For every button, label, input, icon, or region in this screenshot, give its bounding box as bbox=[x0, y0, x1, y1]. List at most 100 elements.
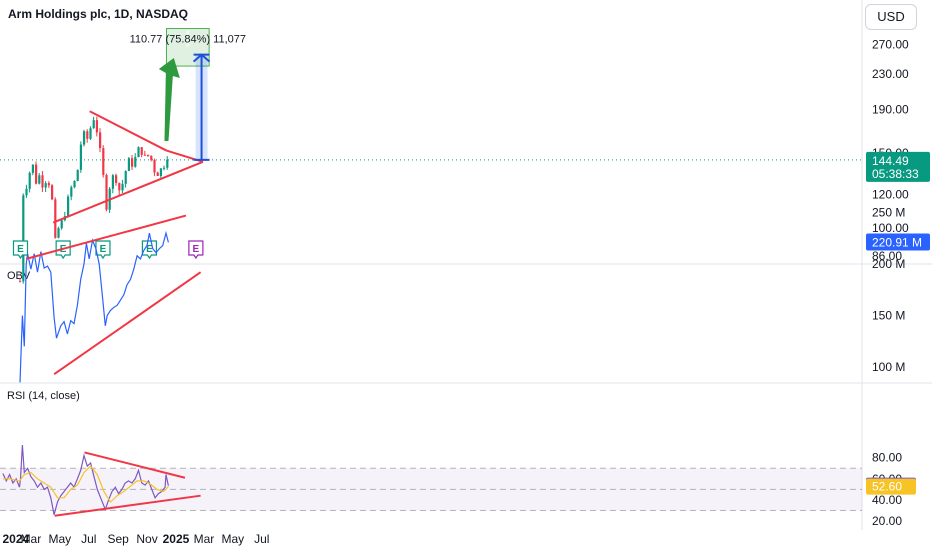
earnings-marker-box bbox=[141, 240, 158, 260]
rsi-trendline bbox=[84, 451, 186, 479]
earnings-marker[interactable]: E bbox=[141, 240, 158, 260]
x-tick-label: Jul bbox=[254, 532, 269, 546]
currency-selector[interactable]: USD bbox=[865, 4, 917, 30]
candle-body bbox=[163, 167, 166, 169]
rsi-trendline bbox=[54, 494, 201, 517]
obv-trendline bbox=[25, 214, 187, 260]
candle-body bbox=[31, 164, 35, 173]
x-tick-label: May bbox=[48, 532, 71, 546]
obv-pane-label: OBV bbox=[7, 270, 31, 282]
rsi-ma-line bbox=[2, 465, 169, 503]
candle-body bbox=[166, 159, 169, 168]
candle-body bbox=[22, 195, 25, 282]
x-tick-label: Nov bbox=[136, 532, 157, 546]
candle-body bbox=[25, 188, 28, 196]
candle-body bbox=[67, 196, 70, 217]
candle-body bbox=[150, 155, 153, 160]
candle-body bbox=[73, 180, 76, 188]
rsi-ma-badge: 52.60 bbox=[866, 478, 916, 495]
price-trendline bbox=[89, 110, 167, 152]
obv-trendline bbox=[53, 271, 202, 376]
candle-body bbox=[57, 228, 60, 238]
candle-body bbox=[137, 147, 140, 158]
candle-body bbox=[41, 175, 44, 188]
earnings-marker[interactable]: E bbox=[95, 240, 111, 260]
rsi-pane-label: RSI (14, close) bbox=[7, 390, 80, 402]
earnings-marker-box bbox=[12, 240, 29, 260]
x-tick-label: Mar bbox=[21, 532, 42, 546]
candle-body bbox=[102, 148, 105, 176]
rsi-tick-label: 20.00 bbox=[872, 514, 902, 528]
earnings-marker-label: E bbox=[146, 244, 153, 255]
candle-body bbox=[86, 131, 89, 139]
earnings-marker-label: E bbox=[17, 244, 24, 255]
candle-body bbox=[131, 158, 134, 167]
earnings-marker-box bbox=[188, 240, 204, 260]
countdown-value: 05:38:33 bbox=[872, 167, 919, 181]
obv-tick-label: 250 M bbox=[872, 206, 905, 220]
candle-body bbox=[99, 132, 102, 149]
candle-body bbox=[140, 147, 143, 155]
x-tick-label: 2024 bbox=[2, 532, 29, 546]
x-tick-label: Jul bbox=[81, 532, 96, 546]
rsi-ma-last-value: 52.60 bbox=[872, 480, 902, 494]
candles-group bbox=[19, 116, 169, 284]
price-tick-label: 190.00 bbox=[872, 102, 909, 116]
price-trendline bbox=[52, 160, 204, 224]
candle-body bbox=[92, 120, 95, 129]
candle-body bbox=[28, 172, 31, 189]
candle-body bbox=[70, 187, 73, 197]
green-arrow bbox=[158, 58, 180, 142]
candle-body bbox=[159, 168, 163, 177]
candle-body bbox=[83, 131, 86, 145]
obv-tick-label: 150 M bbox=[872, 309, 905, 323]
candle-body bbox=[51, 185, 54, 200]
price-tick-label: 230.00 bbox=[872, 67, 909, 81]
candle-body bbox=[115, 175, 118, 183]
x-tick-label: Mar bbox=[194, 532, 215, 546]
candle-body bbox=[105, 175, 108, 210]
candle-body bbox=[89, 128, 92, 139]
candle-body bbox=[147, 154, 150, 156]
candle-body bbox=[121, 183, 124, 191]
candle-body bbox=[47, 183, 51, 186]
rsi-ma-badge-bg bbox=[866, 478, 916, 495]
obv-badge: 220.91 M bbox=[866, 233, 930, 251]
x-tick-label: May bbox=[222, 532, 245, 546]
candle-body bbox=[60, 220, 63, 229]
last-price-badge-bg bbox=[866, 151, 930, 182]
earnings-marker[interactable]: E bbox=[12, 240, 29, 260]
obv-badge-bg bbox=[866, 233, 930, 251]
candle-body bbox=[134, 157, 137, 167]
candle-body bbox=[124, 170, 127, 184]
price-tick-label: 120.00 bbox=[872, 187, 909, 201]
candle-body bbox=[143, 154, 147, 156]
candle-body bbox=[35, 164, 38, 184]
rsi-tick-label: 40.00 bbox=[872, 493, 902, 507]
candle-body bbox=[54, 199, 57, 238]
chart-title: Arm Holdings plc, 1D, NASDAQ bbox=[8, 7, 188, 21]
obv-last-value: 220.91 M bbox=[872, 235, 922, 249]
last-price-value: 144.49 bbox=[872, 154, 909, 168]
obv-tick-label: 200 M bbox=[872, 257, 905, 271]
price-tick-label: 86.00 bbox=[872, 249, 902, 263]
candle-body bbox=[127, 158, 131, 171]
earnings-marker-label: E bbox=[193, 244, 200, 255]
candle-body bbox=[38, 175, 41, 184]
candle-body bbox=[95, 120, 99, 133]
measure-label-bg bbox=[186, 30, 190, 47]
candle-body bbox=[76, 169, 79, 181]
candle-body bbox=[44, 183, 47, 188]
earnings-marker[interactable]: E bbox=[188, 240, 204, 260]
x-tick-label: 2025 bbox=[163, 532, 190, 546]
x-tick-label: Sep bbox=[107, 532, 129, 546]
measure-label: 110.77 (75.84%) 11,077 bbox=[130, 34, 246, 46]
earnings-marker-label: E bbox=[100, 244, 107, 255]
candle-body bbox=[111, 175, 115, 189]
rsi-tick-label: 80.00 bbox=[872, 451, 902, 465]
rsi-line bbox=[2, 444, 169, 515]
